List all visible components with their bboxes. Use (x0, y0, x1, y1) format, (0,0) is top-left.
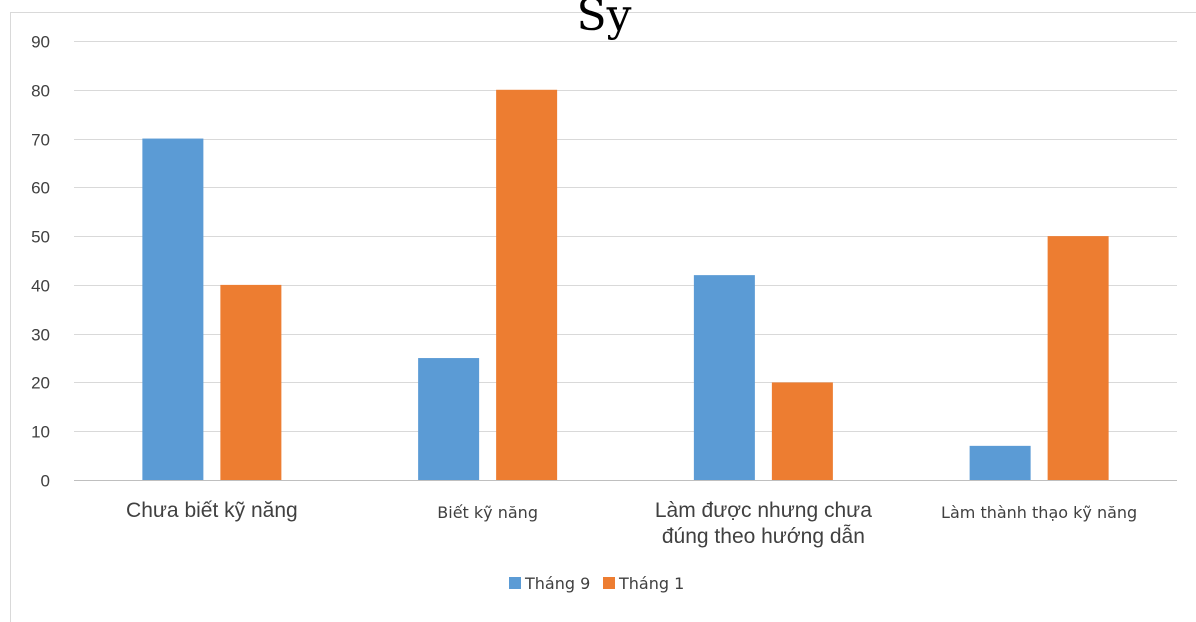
x-category-label: Làm được nhưng chưa đúng theo hướng dẫn (655, 499, 872, 548)
y-tick-label: 10 (31, 423, 50, 442)
y-tick-label: 90 (31, 33, 50, 52)
bar-series2-cat3 (771, 382, 833, 480)
y-tick-label: 70 (31, 131, 50, 150)
label-layer: 0 10 20 30 40 50 60 70 80 90 Chưa biết kỹ năng Biết… (31, 33, 1137, 549)
x-category-label: Chưa biết kỹ năng (126, 499, 298, 522)
y-tick-label: 20 (31, 374, 50, 393)
x-category-label: Biết kỹ năng (437, 503, 538, 522)
bar-series2-cat2 (496, 89, 558, 481)
y-tick-label: 60 (31, 179, 50, 198)
legend-label: Tháng 9 (524, 574, 590, 593)
legend-label: Tháng 1 (618, 574, 684, 593)
y-tick-label: 40 (31, 277, 50, 296)
chart-title-fragment: Sy (577, 0, 632, 41)
legend-swatch (509, 577, 521, 589)
legend-swatch (603, 577, 615, 589)
bar-series2-cat1 (220, 284, 282, 480)
y-tick-label: 0 (41, 472, 50, 491)
bar-series2-cat4 (1047, 236, 1109, 480)
bar-series1-cat1 (142, 138, 204, 481)
y-tick-label: 50 (31, 228, 50, 247)
chart-frame (10, 12, 1196, 622)
bar-series1-cat2 (418, 358, 480, 480)
y-tick-label: 30 (31, 326, 50, 345)
legend: Tháng 9 Tháng 1 (509, 574, 684, 593)
x-category-label: Làm thành thạo kỹ năng (941, 503, 1137, 522)
bar-layer (142, 89, 1109, 481)
bar-series1-cat4 (969, 445, 1031, 480)
legend-item: Tháng 1 (603, 574, 684, 593)
y-tick-label: 80 (31, 82, 50, 101)
legend-item: Tháng 9 (509, 574, 590, 593)
bar-series1-cat3 (693, 275, 755, 480)
